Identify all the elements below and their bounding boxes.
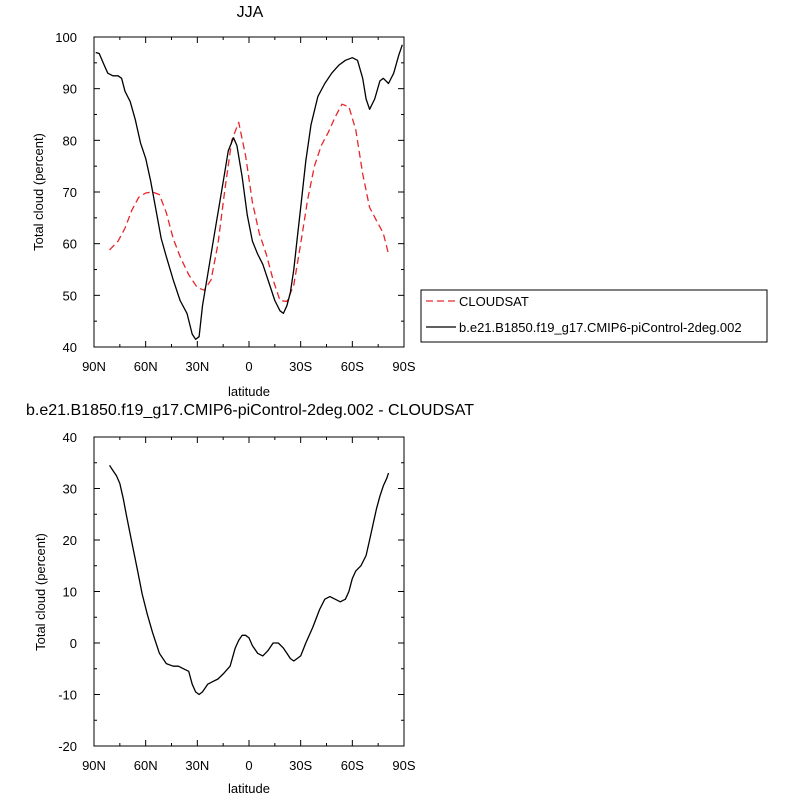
top-plot-frame [93,36,405,348]
bottom-x-tick-label: 90N [82,758,106,773]
top-x-tick-label: 0 [245,359,252,374]
legend-label-cloudsat: CLOUDSAT [459,294,529,309]
top-x-tick-label: 60N [134,359,158,374]
top-axis-ticks: 90N 60N 30N 0 30S 60S 90S 40 50 60 70 80 90 100 [55,30,416,374]
bottom-axis-ticks: 90N 60N 30N 0 30S 60S 90S -20 -10 0 10 20 30 40 [58,430,416,773]
bottom-x-tick-label: 30S [289,758,312,773]
top-y-tick-label: 80 [63,133,77,148]
top-plot-lines [95,44,403,340]
top-x-tick-label: 90N [82,359,106,374]
bottom-y-tick-label: 10 [63,585,77,600]
top-y-tick-label: 40 [63,340,77,355]
bottom-x-tick-label: 60S [341,758,364,773]
bottom-chart-title: b.e21.B1850.f19_g17.CMIP6-piControl-2deg… [26,402,474,419]
top-x-tick-label: 30N [185,359,209,374]
bottom-x-tick-label: 30N [185,758,209,773]
bottom-y-tick-label: 40 [63,430,77,445]
legend-label-model: b.e21.B1850.f19_g17.CMIP6-piControl-2deg… [459,320,742,335]
top-x-tick-label: 90S [392,359,415,374]
top-x-tick-label: 30S [289,359,312,374]
bottom-y-tick-label: 20 [63,533,77,548]
top-y-axis-label: Total cloud (percent) [31,133,46,251]
top-chart-title: JJA [237,4,264,21]
top-y-tick-label: 90 [63,82,77,97]
top-x-axis-label: latitude [228,384,270,399]
top-y-tick-label: 50 [63,288,77,303]
legend: CLOUDSAT b.e21.B1850.f19_g17.CMIP6-piCon… [420,289,768,343]
bottom-series-line-0 [108,464,390,696]
top-series-line-1 [95,44,403,340]
bottom-x-tick-label: 0 [245,758,252,773]
bottom-x-tick-label: 60N [134,758,158,773]
top-x-tick-label: 60S [341,359,364,374]
bottom-plot-frame [93,436,405,747]
bottom-x-tick-label: 90S [392,758,415,773]
top-panel: JJA 90N 60N 30N 0 30S 60S 90S 40 50 60 70 80 90 100 l… [31,4,416,399]
legend-box [420,289,768,343]
top-y-tick-label: 70 [63,185,77,200]
bottom-y-tick-label: 0 [70,636,77,651]
bottom-x-axis-label: latitude [228,781,270,796]
top-y-tick-label: 60 [63,237,77,252]
top-y-tick-label: 100 [55,30,77,45]
bottom-y-tick-label: -10 [58,688,77,703]
bottom-y-tick-label: -20 [58,739,77,754]
bottom-y-tick-label: 30 [63,482,77,497]
top-series-line-0 [109,103,390,303]
bottom-plot-lines [108,464,390,696]
bottom-panel: b.e21.B1850.f19_g17.CMIP6-piControl-2deg… [26,402,474,796]
bottom-y-axis-label: Total cloud (percent) [33,533,48,651]
